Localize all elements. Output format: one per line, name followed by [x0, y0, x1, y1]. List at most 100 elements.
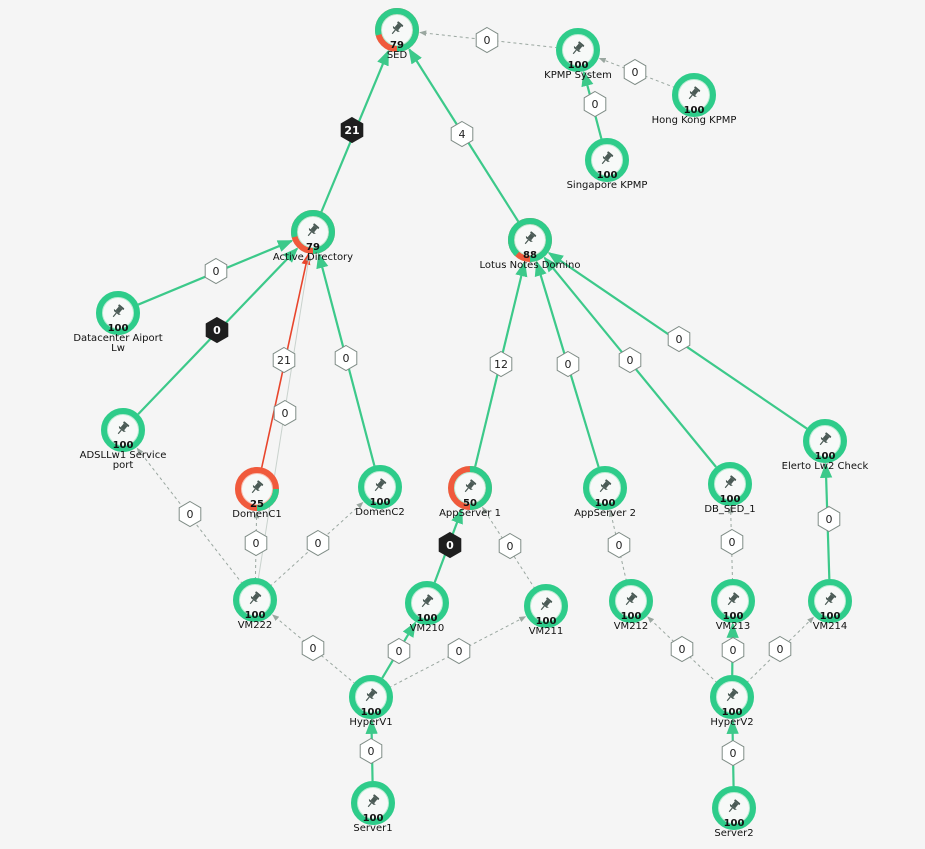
pin-icon	[726, 688, 739, 702]
edge-weight-badge[interactable]: 0	[178, 500, 202, 528]
edge-weight-badge[interactable]: 0	[387, 637, 411, 665]
hexagon-badge-shape	[720, 528, 744, 556]
node-health-value: 100	[595, 498, 616, 509]
edge-weight-value: 0	[213, 324, 221, 337]
edge-hyperv2-to-vm214[interactable]	[745, 616, 815, 684]
hexagon-badge-shape	[205, 316, 229, 344]
edge-weight-value: 0	[456, 645, 463, 658]
pin-icon	[524, 231, 537, 245]
edge-weight-badge[interactable]: 0	[667, 325, 691, 353]
edge-weight-badge[interactable]: 0	[623, 58, 647, 86]
edge-weight-badge[interactable]: 0	[204, 257, 228, 285]
edge-weight-badge[interactable]: 0	[334, 344, 358, 372]
edge-weight-badge[interactable]: 0	[438, 531, 462, 559]
edge-weight-value: 0	[484, 34, 491, 47]
node-health-value: 100	[621, 611, 642, 622]
pin-icon	[625, 592, 638, 606]
hexagon-badge-shape	[498, 532, 522, 560]
edge-weight-badge[interactable]: 0	[607, 531, 631, 559]
node-name-label: VM211	[529, 626, 564, 637]
hexagon-badge-shape	[670, 635, 694, 663]
edge-weight-badge[interactable]: 0	[273, 399, 297, 427]
pin-icon	[601, 151, 614, 165]
pin-icon	[421, 594, 434, 608]
edge-weight-badge[interactable]: 0	[205, 316, 229, 344]
hexagon-badge-shape	[721, 739, 745, 767]
edge-weight-value: 0	[446, 539, 454, 552]
edge-weight-badge[interactable]: 4	[450, 120, 474, 148]
node-health-value: 79	[390, 40, 404, 51]
edge-kpmp-to-sed[interactable]	[419, 30, 559, 49]
edge-weight-badge[interactable]: 0	[720, 528, 744, 556]
pin-icon	[540, 597, 553, 611]
node-name-label: Server2	[714, 828, 753, 839]
edge-weight-value: 0	[616, 539, 623, 552]
edge-weight-badge[interactable]: 0	[670, 635, 694, 663]
hexagon-badge-shape	[768, 635, 792, 663]
hexagon-badge-shape	[817, 505, 841, 533]
edge-weight-badge[interactable]: 21	[272, 346, 296, 374]
node-name-label: DomenC2	[355, 507, 404, 518]
edge-hyperv1-to-vm211[interactable]	[388, 616, 527, 689]
hexagon-badge-shape	[244, 529, 268, 557]
edge-weight-badge[interactable]: 0	[618, 346, 642, 374]
node-name-label: VM214	[813, 621, 848, 632]
edge-weight-badge[interactable]: 0	[817, 505, 841, 533]
hexagon-badge-shape	[667, 325, 691, 353]
edge-weight-value: 0	[343, 352, 350, 365]
hexagon-badge-shape	[178, 500, 202, 528]
edge-weight-badge[interactable]: 0	[556, 350, 580, 378]
edge-weight-badge[interactable]: 0	[583, 90, 607, 118]
pin-icon	[727, 592, 740, 606]
node-name-label: VM222	[238, 620, 273, 631]
edge-weight-badge[interactable]: 0	[498, 532, 522, 560]
edge-weight-badge[interactable]: 0	[306, 529, 330, 557]
edge-weight-badge[interactable]: 0	[721, 739, 745, 767]
node-health-value: 100	[417, 613, 438, 624]
status-ring	[233, 578, 277, 622]
edge-weight-badge[interactable]: 0	[768, 635, 792, 663]
edge-weight-badge[interactable]: 0	[244, 529, 268, 557]
edge-weight-badge[interactable]: 0	[359, 737, 383, 765]
node-name-label: DB_SED_1	[704, 504, 755, 515]
node-name-label: Elerto Lw2 Check	[782, 461, 869, 472]
edge-weight-badge[interactable]: 0	[301, 634, 325, 662]
edge-hongkong-to-kpmp[interactable]	[598, 57, 676, 89]
edge-weight-badge[interactable]: 12	[489, 350, 513, 378]
edge-weight-badge[interactable]: 0	[721, 636, 745, 664]
edge-weight-badge[interactable]: 0	[475, 26, 499, 54]
edge-weight-badge[interactable]: 0	[447, 637, 471, 665]
status-ring	[524, 584, 568, 628]
status-ring	[96, 291, 140, 335]
edge-vm222-to-domenc1[interactable]	[253, 511, 260, 581]
status-ring-ok	[448, 466, 492, 510]
edge-weight-value: 0	[253, 537, 260, 550]
edge-weight-badge[interactable]: 21	[340, 116, 364, 144]
